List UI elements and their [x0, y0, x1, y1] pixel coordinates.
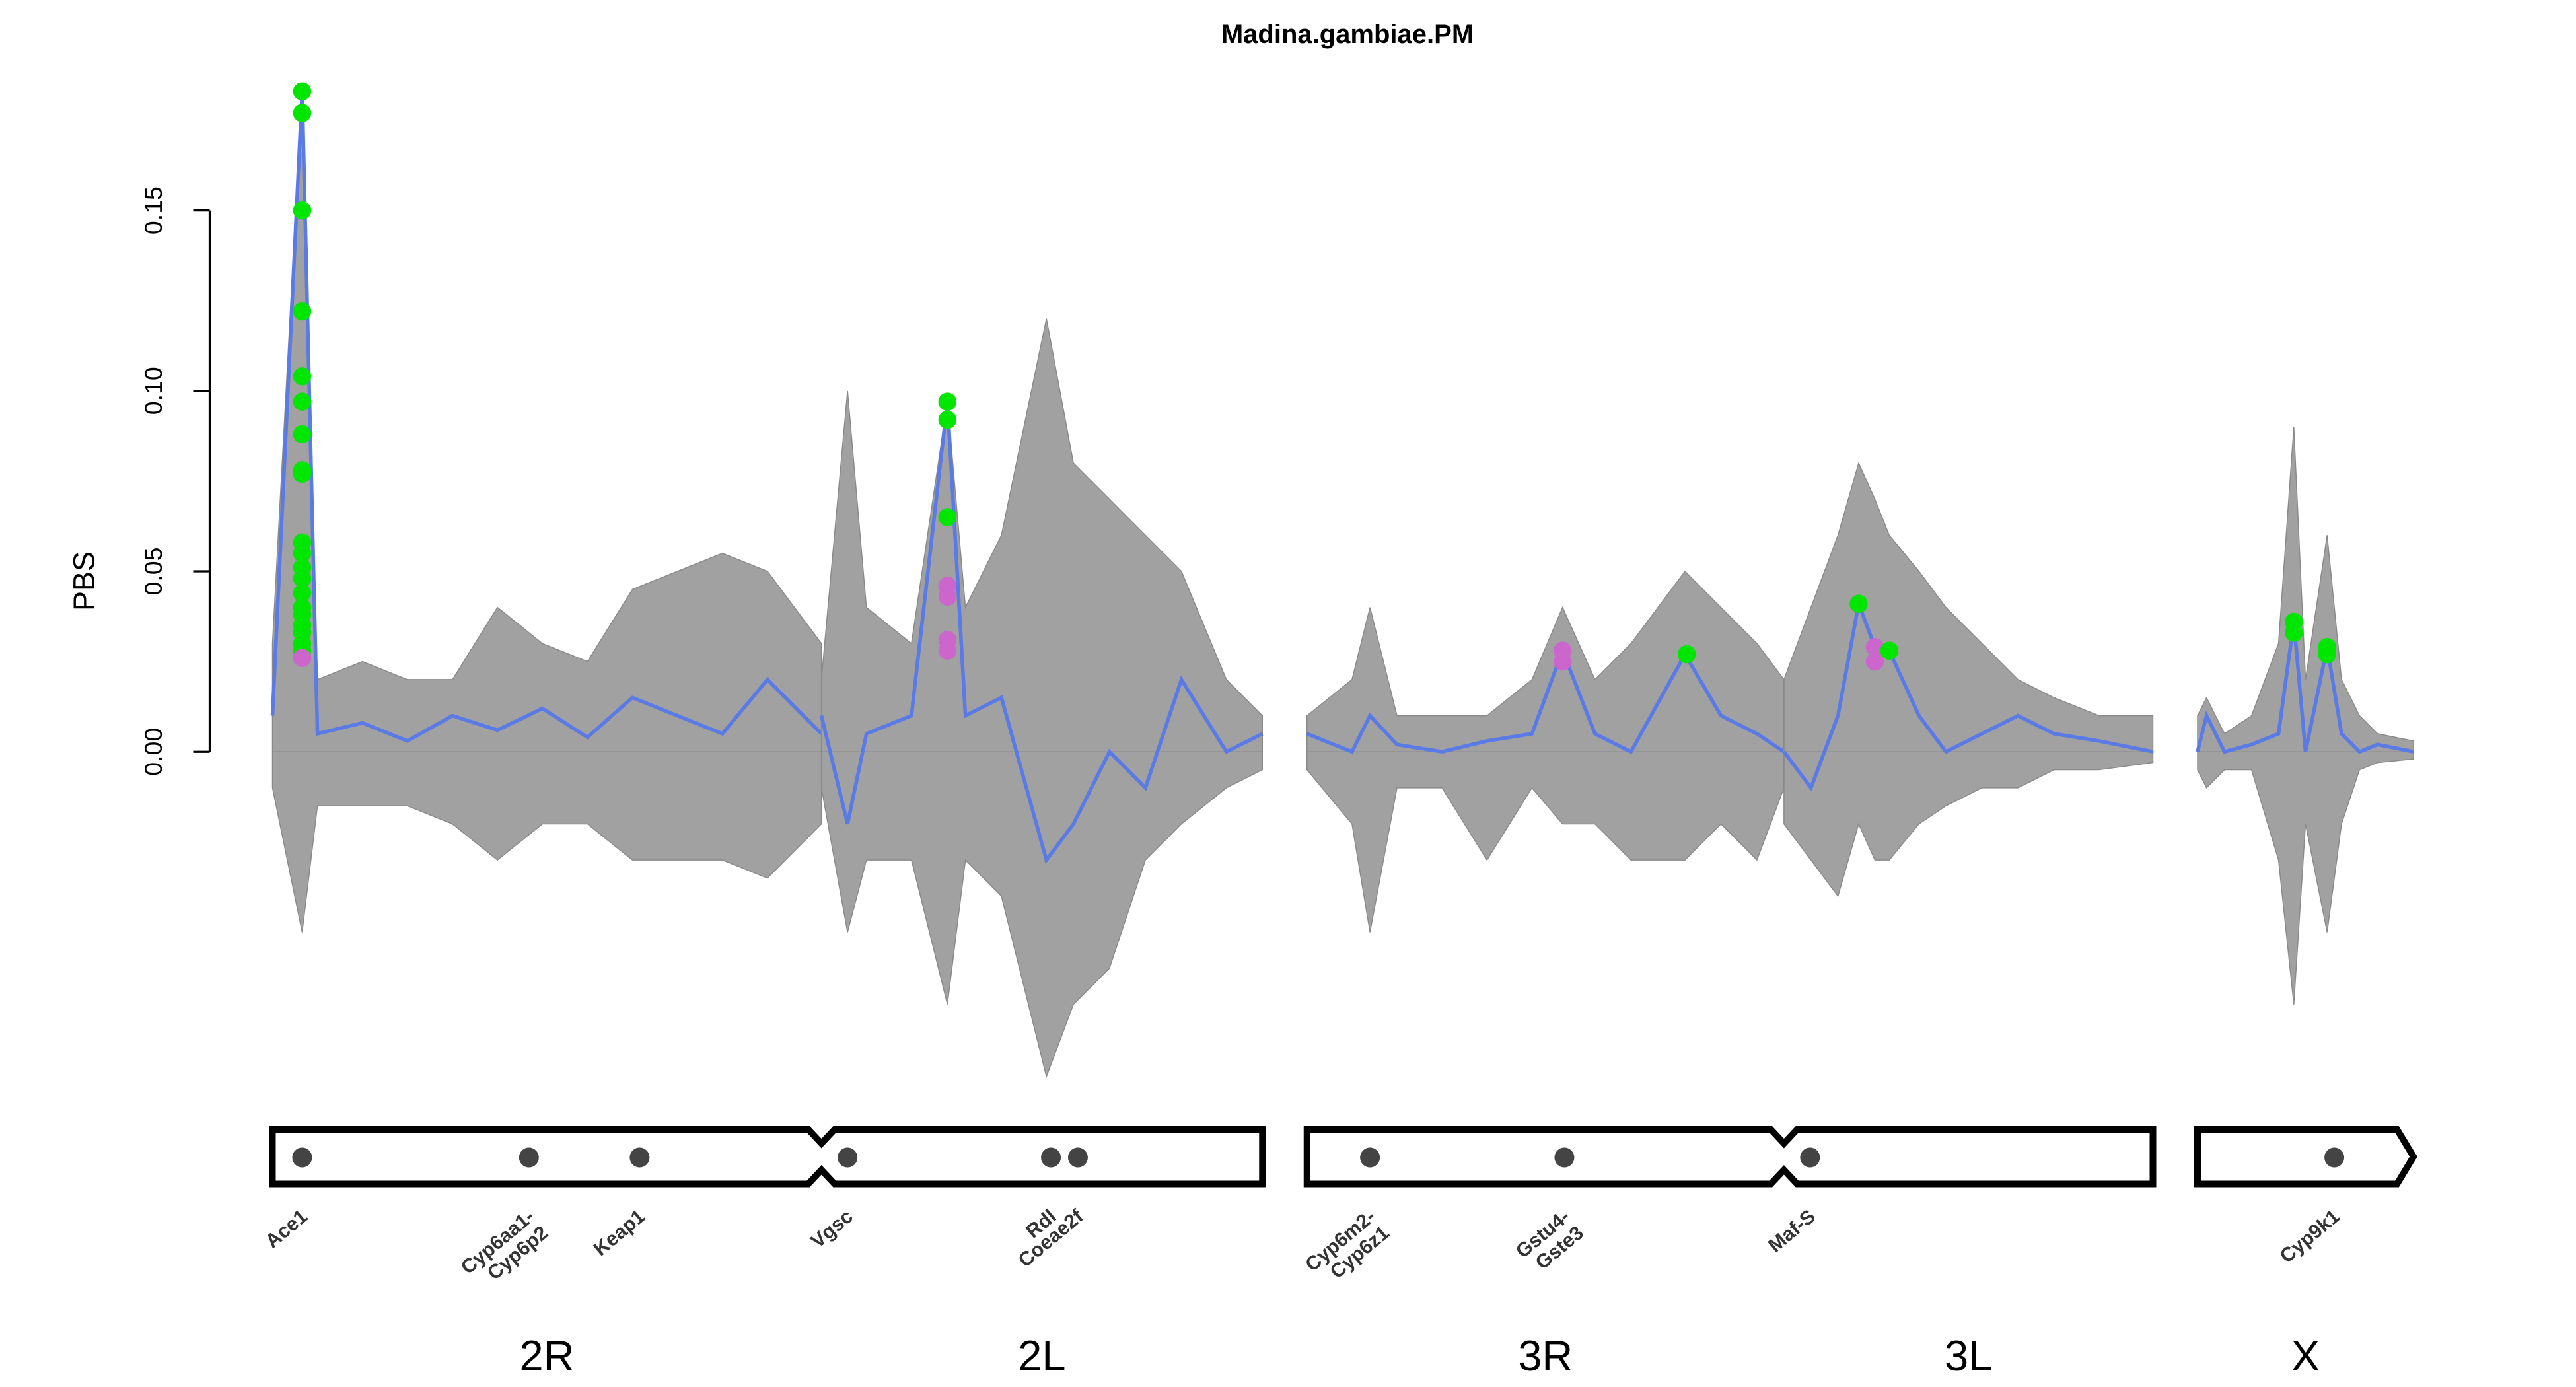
gene-label: Gstu4-Gste3 [1512, 1205, 1588, 1279]
gene-marker [2324, 1147, 2345, 1168]
y-tick-label: 0.00 [139, 728, 167, 776]
y-tick-label: 0.15 [139, 186, 167, 234]
plot: Madina.gambiae.PM PBS 0.00 0.05 0.10 0.15 2R… [67, 20, 2417, 1380]
gene-marker [1041, 1147, 1061, 1168]
gene-label: Maf-S [1764, 1205, 1820, 1257]
pbs-line [2196, 622, 2414, 754]
highlight-point [293, 201, 312, 220]
envelope-upper [2197, 427, 2414, 752]
gene-label: Ace1 [262, 1205, 312, 1252]
gene-label-line: Vgsc [806, 1205, 857, 1252]
envelope-upper [1783, 461, 2154, 752]
highlight-point [938, 641, 957, 660]
gene-marker [629, 1147, 650, 1168]
chromosome [2194, 1126, 2417, 1188]
highlight-point [938, 410, 957, 429]
envelope-upper [820, 318, 1263, 752]
envelope-upper [271, 91, 822, 752]
envelope-lower [1306, 751, 1785, 933]
y-axis-label: PBS [67, 551, 101, 611]
highlight-point [938, 508, 957, 526]
gene-label: Cyp6aa1-Cyp6p2 [457, 1205, 552, 1295]
pbs-line [1306, 645, 1785, 754]
highlight-point [293, 392, 312, 411]
highlight-point [293, 104, 312, 122]
envelope-lower [271, 751, 822, 933]
highlight-point [293, 302, 312, 321]
highlight-point [293, 425, 312, 444]
highlight-point [293, 569, 312, 588]
highlight-point [1677, 645, 1696, 664]
gene-label-line: Ace1 [262, 1205, 312, 1252]
highlight-point [1553, 652, 1572, 671]
gene-label: Cyp9k1 [2276, 1205, 2344, 1267]
highlight-point [2285, 623, 2303, 642]
gene-marker [1067, 1147, 1088, 1168]
pbs-line [819, 401, 1264, 865]
gene-label-line: Cyp9k1 [2276, 1205, 2344, 1267]
highlight-point [1880, 641, 1899, 660]
highlight-point [938, 392, 957, 411]
gene-label-line: Maf-S [1764, 1205, 1820, 1257]
highlight-point [2318, 645, 2336, 664]
envelope-lower [2197, 751, 2414, 1005]
gene-marker [1360, 1147, 1380, 1168]
envelope-lower [1783, 751, 2154, 898]
highlight-point [1865, 638, 1884, 657]
gene-marker [1800, 1147, 1820, 1168]
highlight-point [293, 584, 312, 602]
highlight-point [293, 464, 312, 483]
highlight-point [293, 544, 312, 563]
highlight-point [293, 649, 312, 667]
highlight-point [1849, 594, 1868, 613]
arm-label: 3R [1518, 1332, 1573, 1380]
arm-label: 3L [1945, 1332, 1992, 1380]
gene-marker [1554, 1147, 1575, 1168]
arm-label: 2R [520, 1332, 575, 1380]
chromosome [1303, 1126, 2157, 1188]
chart-title: Madina.gambiae.PM [1221, 20, 1474, 49]
envelope-lower [820, 751, 1263, 1079]
highlight-point [293, 82, 312, 100]
pbs-line [1782, 596, 2154, 792]
gene-label: Keap1 [590, 1205, 649, 1260]
pbs-line [270, 91, 823, 743]
gene-marker [519, 1147, 539, 1168]
y-tick-label: 0.05 [139, 548, 167, 596]
gene-marker [292, 1147, 312, 1168]
highlight-point [293, 367, 312, 386]
gene-label-line: Keap1 [590, 1205, 649, 1260]
arm-label: 2L [1018, 1332, 1065, 1380]
chromosome [269, 1126, 1266, 1188]
arm-label: X [2291, 1332, 2320, 1380]
highlight-point [938, 587, 957, 606]
y-tick-label: 0.10 [139, 367, 167, 415]
gene-marker [838, 1147, 858, 1168]
highlight-point [1865, 652, 1884, 671]
gene-label: Vgsc [806, 1205, 857, 1252]
envelope-upper [1306, 570, 1785, 752]
gene-label: Cyp6m2-Cyp6z1 [1301, 1205, 1393, 1293]
